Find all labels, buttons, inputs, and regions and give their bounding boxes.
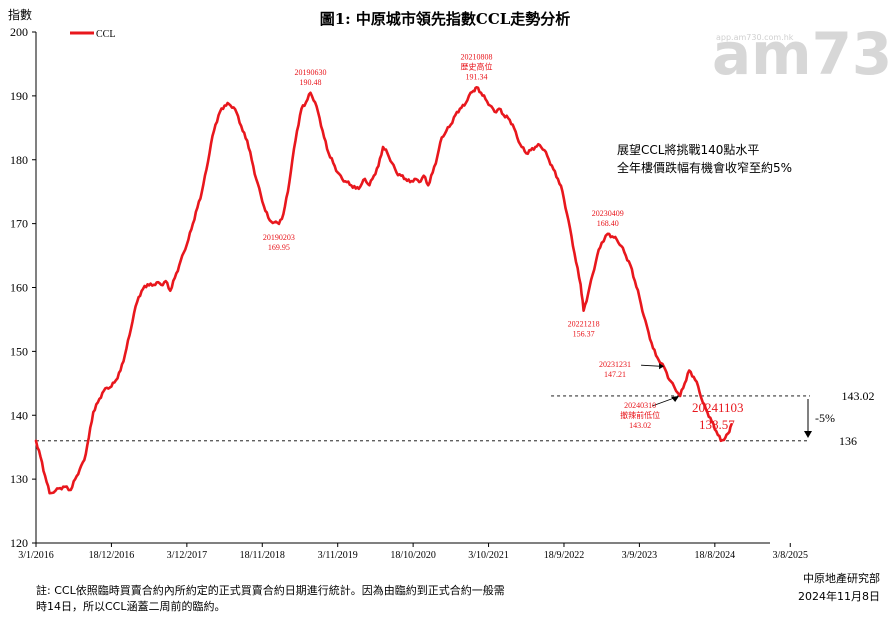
current-value-text: 138.57 — [699, 417, 735, 432]
y-axis-label: 指數 — [8, 7, 32, 22]
y-tick-label: 120 — [10, 536, 28, 550]
annotation-label: 156.37 — [573, 330, 595, 339]
x-tick-label: 18/9/2022 — [544, 550, 585, 561]
y-tick-label: 190 — [10, 89, 28, 103]
series-line-ccl — [34, 86, 733, 495]
series-layer — [34, 86, 733, 495]
x-tick-label: 3/8/2025 — [772, 550, 808, 561]
y-tick-label: 160 — [10, 281, 28, 295]
x-tick-label: 3/10/2021 — [468, 550, 509, 561]
annotation-label: 20221218 — [568, 320, 600, 329]
annotation-arrow — [641, 364, 660, 367]
x-tick-label: 18/12/2016 — [89, 550, 135, 561]
annotation-label: 169.95 — [268, 243, 290, 252]
annotation-label: 191.34 — [465, 72, 487, 81]
watermark-url: app.am730.com.hk — [716, 33, 794, 42]
x-tick-label: 18/11/2018 — [240, 550, 285, 561]
x-tick-label: 3/12/2017 — [167, 550, 208, 561]
source-org: 中原地產研究部 — [803, 571, 880, 585]
reference-line-label: 136 — [839, 434, 857, 448]
reference-line-label: 143.02 — [842, 389, 875, 403]
y-tick-label: 130 — [10, 472, 28, 486]
current-date-label: 20241103 — [692, 400, 744, 415]
chart-title: 圖1: 中原城市領先指數CCL走勢分析 — [320, 10, 571, 28]
x-ticks: 3/1/2016 18/12/2016 3/12/2017 18/11/2018 3/1… — [18, 543, 808, 561]
annotation-label: 20190203 — [263, 233, 295, 242]
annotation-label: 168.40 — [597, 219, 619, 228]
am730-watermark: am730 app.am730.com.hk — [712, 20, 890, 88]
y-tick-label: 150 — [10, 344, 28, 358]
y-tick-label: 180 — [10, 153, 28, 167]
current-value-label: 20241103 138.57 — [692, 400, 744, 432]
y-tick-label: 170 — [10, 217, 28, 231]
outlook-note-line-1: 展望CCL將挑戰140點水平 — [617, 142, 759, 157]
annotation-label: 147.21 — [604, 370, 626, 379]
y-tick-label: 200 — [10, 25, 28, 39]
annotation-label: 20210808 — [460, 52, 492, 61]
annotation-label: 190.48 — [300, 78, 322, 87]
x-tick-label: 18/10/2020 — [390, 550, 436, 561]
annotation-arrow-head — [671, 395, 680, 402]
annotation-label: 20231231 — [599, 360, 631, 369]
annotation-label: 20190630 — [295, 68, 327, 77]
source: 中原地產研究部 2024年11月8日 — [798, 571, 880, 603]
source-date: 2024年11月8日 — [798, 589, 880, 603]
y-tick-label: 140 — [10, 408, 28, 422]
change-indicator: -5% — [804, 399, 835, 438]
x-tick-label: 18/8/2024 — [695, 550, 736, 561]
change-label: -5% — [815, 411, 835, 425]
annotation-label: 歷史高位 — [460, 61, 492, 71]
annotation-arrow-head — [659, 363, 665, 370]
annotation-label: 20240310 — [624, 401, 656, 410]
x-tick-label: 3/11/2019 — [318, 550, 358, 561]
x-tick-label: 3/9/2023 — [622, 550, 658, 561]
annotation-label: 20230409 — [592, 209, 624, 218]
footer-note-line-2: 時14日，所以CCL涵蓋二周前的臨約。 — [36, 599, 226, 613]
legend: CCL — [70, 29, 115, 40]
legend-label-ccl: CCL — [96, 29, 115, 40]
annotation-label: 143.02 — [629, 421, 651, 430]
outlook-note-line-2: 全年樓價跌幅有機會收窄至約5% — [617, 160, 792, 175]
outlook-note: 展望CCL將挑戰140點水平 全年樓價跌幅有機會收窄至約5% — [617, 142, 792, 175]
annotation-label: 撤辣前低位 — [620, 410, 660, 420]
annotation-arrow — [651, 397, 675, 407]
y-ticks: 120 130 140 150 160 170 180 190 200 — [10, 25, 36, 550]
footer-note-line-1: 註: CCL依照臨時買賣合約內所約定的正式買賣合約日期進行統計。因為由臨約到正式… — [36, 583, 505, 597]
x-tick-label: 3/1/2016 — [18, 550, 54, 561]
footer-note: 註: CCL依照臨時買賣合約內所約定的正式買賣合約日期進行統計。因為由臨約到正式… — [36, 583, 505, 613]
watermark-logo: am730 — [712, 20, 890, 88]
reference-lines: 143.02 136 — [36, 389, 875, 448]
change-arrow-head — [804, 431, 812, 438]
